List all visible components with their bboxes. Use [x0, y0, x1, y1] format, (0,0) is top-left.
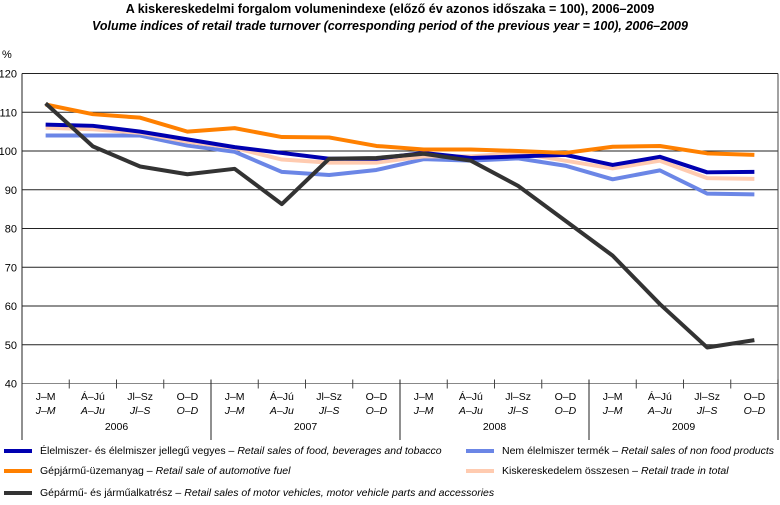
- x-tick-label-hu: J–M: [603, 391, 623, 403]
- legend-label-hu: Gépjármű-üzemanyag: [40, 465, 144, 477]
- legend-label-hu: Kiskereskedelem összesen: [502, 465, 630, 477]
- y-tick-label: 40: [5, 379, 17, 391]
- year-label: 2006: [105, 421, 129, 433]
- series-line: [45, 133, 755, 197]
- legend-item-food: Élelmiszer- és élelmiszer jellegű vegyes…: [4, 445, 442, 457]
- x-tick-label-hu: O–D: [177, 391, 199, 403]
- legend-label-en: Retail sales of food, beverages and toba…: [237, 445, 442, 457]
- legend-swatch: [4, 469, 32, 473]
- series-line: [44, 101, 755, 350]
- x-tick-label-en: A–Ju: [80, 405, 105, 417]
- y-tick-label: 80: [5, 224, 17, 236]
- y-tick-label: 60: [5, 301, 17, 313]
- x-tick-label-en: Jl–S: [129, 405, 150, 417]
- y-tick-label: 70: [5, 262, 17, 274]
- x-tick-label-hu: O–D: [366, 391, 388, 403]
- x-tick-label-hu: Jl–Sz: [316, 391, 342, 403]
- legend-swatch: [4, 449, 32, 453]
- y-tick-label: 100: [0, 146, 17, 158]
- x-tick-label-en: O–D: [366, 405, 388, 417]
- x-tick-label-hu: Á–Jú: [648, 390, 672, 403]
- legend-label-en: Retail sales of motor vehicles, motor ve…: [184, 487, 495, 499]
- x-tick-label-en: J–M: [35, 405, 56, 417]
- x-tick-label-en: O–D: [555, 405, 577, 417]
- x-tick-label-en: O–D: [744, 405, 766, 417]
- series-line: [45, 102, 755, 157]
- year-label: 2009: [672, 421, 696, 433]
- x-tick-label-en: J–M: [602, 405, 623, 417]
- y-tick-label: 110: [0, 107, 17, 119]
- year-label: 2007: [294, 421, 318, 433]
- legend-item-nonfood: Nem élelmiszer termék – Retail sales of n…: [466, 445, 774, 457]
- legend-label-en: Retail sales of non food products: [621, 445, 775, 457]
- x-tick-label-hu: Jl–Sz: [505, 391, 531, 403]
- legend-label-en: Retail trade in total: [641, 465, 729, 477]
- x-tick-label-hu: Jl–Sz: [127, 391, 153, 403]
- legend-item-fuel: Gépjármű-üzemanyag – Retail sale of autom…: [4, 465, 290, 477]
- legend-swatch: [4, 491, 32, 495]
- y-axis-unit: %: [2, 49, 12, 61]
- x-tick-label-en: Jl–S: [318, 405, 339, 417]
- x-tick-label-hu: Á–Jú: [459, 390, 483, 403]
- x-tick-label-hu: J–M: [225, 391, 245, 403]
- x-tick-label-hu: Á–Jú: [270, 390, 294, 403]
- y-tick-label: 90: [5, 185, 17, 197]
- year-label: 2008: [483, 421, 507, 433]
- legend-swatch: [466, 469, 494, 473]
- legend-item-motor: Gépármű- és járműalkatrész – Retail sales…: [4, 487, 494, 499]
- x-tick-label-en: O–D: [177, 405, 199, 417]
- x-tick-label-hu: Jl–Sz: [694, 391, 720, 403]
- x-tick-label-hu: Á–Jú: [81, 390, 105, 403]
- x-tick-label-hu: J–M: [36, 391, 56, 403]
- x-tick-label-en: Jl–S: [507, 405, 528, 417]
- legend-label-hu: Élelmiszer- és élelmiszer jellegű vegyes: [40, 445, 226, 457]
- x-tick-label-hu: J–M: [414, 391, 434, 403]
- legend-label-hu: Gépármű- és járműalkatrész: [40, 487, 173, 499]
- chart-subtitle: Volume indices of retail trade turnover …: [92, 19, 688, 33]
- y-tick-label: 50: [5, 340, 17, 352]
- x-tick-label-hu: O–D: [555, 391, 577, 403]
- x-tick-label-en: A–Ju: [269, 405, 294, 417]
- legend-label-en: Retail sale of automotive fuel: [155, 465, 291, 477]
- chart-title: A kiskereskedelmi forgalom volumenindexe…: [125, 2, 655, 16]
- y-tick-label: 120: [0, 69, 17, 81]
- x-tick-label-en: A–Ju: [647, 405, 672, 417]
- legend-item-total: Kiskereskedelem összesen – Retail trade i…: [466, 465, 729, 477]
- x-tick-label-en: Jl–S: [696, 405, 717, 417]
- x-tick-label-en: J–M: [224, 405, 245, 417]
- x-tick-label-en: A–Ju: [458, 405, 483, 417]
- legend-label-hu: Nem élelmiszer termék: [502, 445, 610, 457]
- x-tick-label-hu: O–D: [744, 391, 766, 403]
- legend-swatch: [466, 449, 494, 453]
- x-tick-label-en: J–M: [413, 405, 434, 417]
